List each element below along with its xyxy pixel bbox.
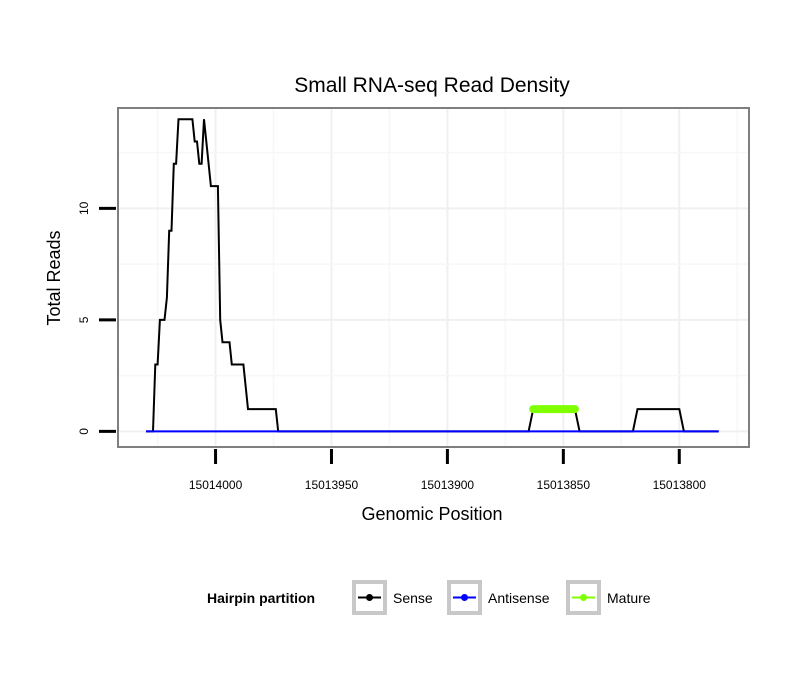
- x-tick-label: 15013950: [305, 478, 359, 492]
- chart-title: Small RNA-seq Read Density: [294, 74, 570, 97]
- legend-title: Hairpin partition: [207, 590, 315, 606]
- x-tick-label: 15013850: [537, 478, 591, 492]
- plot-panel-border: [117, 107, 750, 448]
- data-series: [146, 118, 719, 433]
- x-axis-title: Genomic Position: [361, 504, 502, 524]
- legend-item-sense: Sense: [352, 580, 433, 615]
- legend-key-sense-dot: [366, 594, 373, 601]
- legend-label-sense: Sense: [393, 590, 433, 606]
- legend-item-antisense: Antisense: [447, 580, 550, 615]
- x-tick-label: 15013900: [421, 478, 475, 492]
- legend: Hairpin partition Sense Antisense Mature: [207, 580, 651, 615]
- series-line-sense: [146, 118, 719, 433]
- x-tick-label: 15013800: [653, 478, 707, 492]
- legend-label-antisense: Antisense: [488, 590, 550, 606]
- legend-label-mature: Mature: [607, 590, 651, 606]
- legend-key-mature-dot: [580, 594, 587, 601]
- grid-lines: [118, 108, 749, 447]
- y-tick-label: 5: [77, 316, 91, 323]
- axes: 15014000 15013950 15013900 15013850 15013800…: [77, 201, 706, 492]
- x-tick-label: 15014000: [189, 478, 243, 492]
- y-axis-title: Total Reads: [44, 230, 64, 325]
- legend-item-mature: Mature: [566, 580, 651, 615]
- legend-key-antisense-dot: [461, 594, 468, 601]
- y-tick-label: 10: [77, 201, 91, 215]
- y-tick-label: 0: [77, 428, 91, 435]
